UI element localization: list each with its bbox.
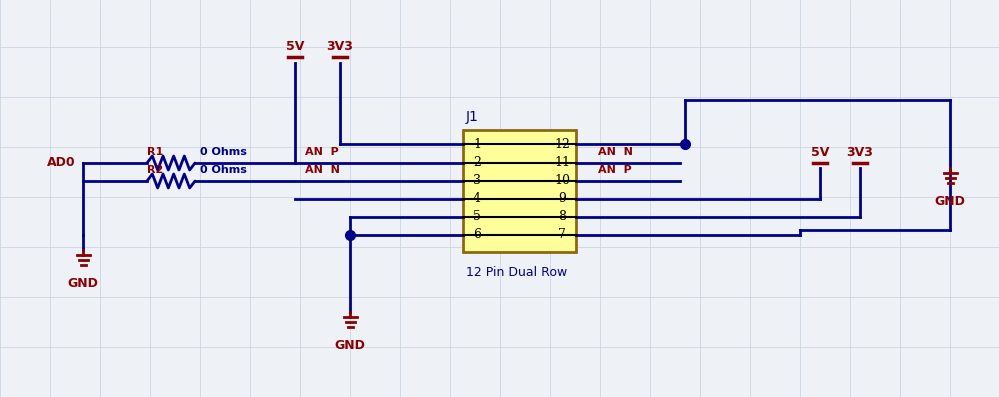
Text: 5: 5	[474, 210, 481, 224]
Text: AN  N: AN N	[305, 165, 340, 175]
Text: AN  N: AN N	[598, 147, 633, 157]
Text: GND: GND	[934, 195, 965, 208]
Text: 12: 12	[554, 137, 570, 150]
Text: 9: 9	[558, 193, 566, 206]
Text: J1: J1	[466, 110, 479, 124]
Text: 3V3: 3V3	[327, 40, 354, 53]
Text: 12 Pin Dual Row: 12 Pin Dual Row	[466, 266, 567, 279]
Text: 8: 8	[558, 210, 566, 224]
Text: 4: 4	[473, 193, 481, 206]
Text: 5V: 5V	[811, 146, 829, 159]
Text: 0 Ohms: 0 Ohms	[200, 165, 247, 175]
Text: 7: 7	[558, 229, 566, 241]
Text: 3V3: 3V3	[846, 146, 873, 159]
Text: 1: 1	[473, 137, 481, 150]
Text: AN  P: AN P	[305, 147, 339, 157]
Text: R2: R2	[147, 165, 163, 175]
Text: 5V: 5V	[286, 40, 304, 53]
Text: 2: 2	[474, 156, 481, 170]
Text: GND: GND	[68, 277, 99, 290]
Text: GND: GND	[335, 339, 366, 352]
Text: 6: 6	[473, 229, 481, 241]
Text: 10: 10	[554, 175, 570, 187]
Text: R1: R1	[147, 147, 163, 157]
Text: 0 Ohms: 0 Ohms	[200, 147, 247, 157]
Text: AN  P: AN P	[598, 165, 631, 175]
Text: 11: 11	[554, 156, 570, 170]
Text: AD0: AD0	[47, 156, 76, 170]
Text: 3: 3	[473, 175, 481, 187]
Bar	[463, 130, 576, 252]
